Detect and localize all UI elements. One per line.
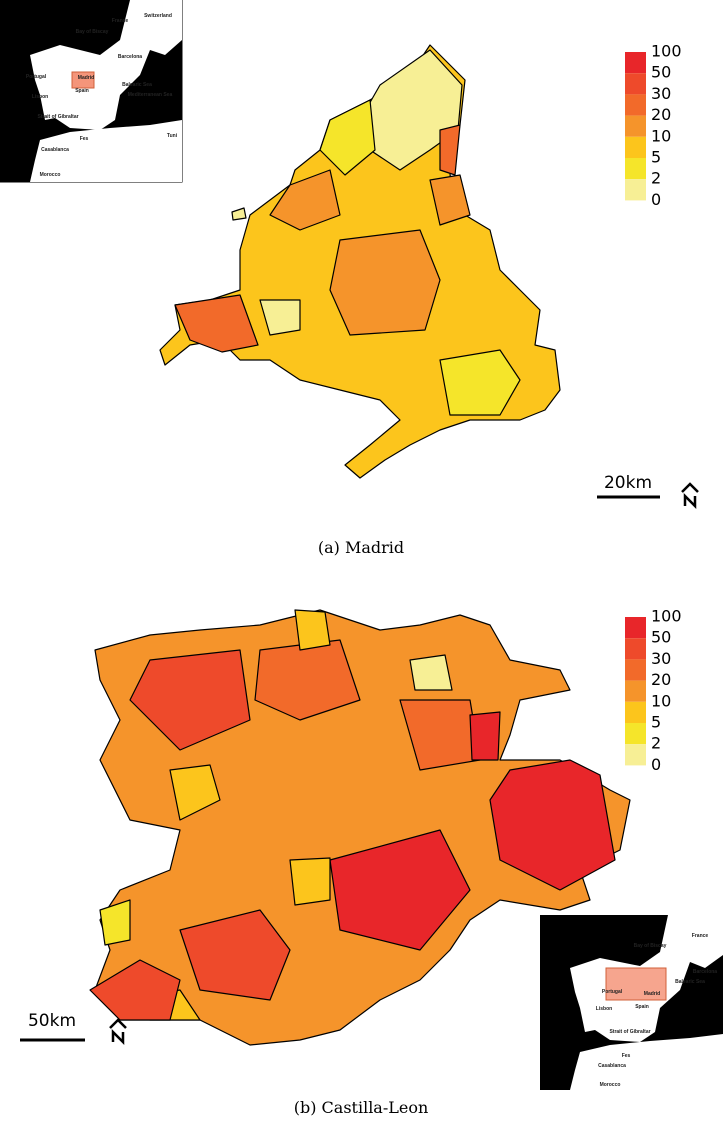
legend-swatch bbox=[625, 701, 646, 723]
legend-swatch bbox=[625, 158, 646, 180]
legend-label: 100 bbox=[651, 42, 682, 61]
legend-swatch bbox=[625, 115, 646, 137]
legend-label: 50 bbox=[651, 63, 671, 82]
inset-label: Portugal bbox=[602, 989, 623, 995]
legend-label: 0 bbox=[651, 190, 661, 209]
legend-label: 2 bbox=[651, 734, 661, 753]
inset-label: Balearic Sea bbox=[122, 82, 152, 88]
scale-label: 20km bbox=[604, 473, 652, 493]
legend-swatch bbox=[625, 94, 646, 116]
legend-swatch bbox=[625, 680, 646, 702]
inset-label: Strait of Gibraltar bbox=[609, 1029, 650, 1035]
inset-label: Spain bbox=[75, 88, 89, 94]
legend-label: 5 bbox=[651, 713, 661, 732]
inset-label: Spain bbox=[635, 1004, 649, 1010]
inset-label: Tuni bbox=[167, 133, 178, 139]
legend-label: 100 bbox=[651, 607, 682, 626]
legend-label: 0 bbox=[651, 755, 661, 774]
legend-label: 30 bbox=[651, 649, 671, 668]
north-arrow bbox=[109, 1018, 127, 1046]
inset-label: Bay of Biscay bbox=[634, 943, 667, 949]
legend-swatch bbox=[625, 744, 646, 766]
legend-swatch bbox=[625, 659, 646, 681]
inset-label: Lisbon bbox=[32, 94, 48, 100]
inset-label: Madrid bbox=[78, 75, 94, 81]
inset-label: Barcelona bbox=[693, 969, 717, 975]
inset-label: Mediterranean Sea bbox=[128, 92, 173, 98]
legend-swatch bbox=[625, 638, 646, 660]
inset-map-a bbox=[0, 0, 183, 183]
castilla-leon-map bbox=[89, 609, 631, 1046]
legend-label: 2 bbox=[651, 169, 661, 188]
caption: (a) Madrid bbox=[318, 538, 404, 557]
legend-swatch bbox=[625, 136, 646, 158]
legend-swatch bbox=[625, 52, 646, 74]
caption: (b) Castilla-Leon bbox=[294, 1098, 429, 1117]
inset-label: France bbox=[692, 933, 709, 939]
madrid-map bbox=[159, 44, 561, 479]
legend-label: 10 bbox=[651, 126, 671, 145]
inset-label: Casablanca bbox=[41, 147, 69, 153]
legend-label: 5 bbox=[651, 148, 661, 167]
scale-label: 50km bbox=[28, 1011, 76, 1031]
inset-label: Switzerland bbox=[144, 13, 172, 19]
inset-label: Bay of Biscay bbox=[76, 29, 109, 35]
north-arrow bbox=[681, 482, 699, 510]
legend-swatch bbox=[625, 617, 646, 639]
inset-label: Fes bbox=[622, 1053, 631, 1059]
inset-label: Madrid bbox=[644, 991, 660, 997]
inset-label: Balearic Sea bbox=[675, 979, 705, 985]
legend-swatch bbox=[625, 179, 646, 201]
inset-label: Fes bbox=[80, 136, 89, 142]
legend-label: 10 bbox=[651, 691, 671, 710]
legend-label: 30 bbox=[651, 84, 671, 103]
inset-map-b bbox=[540, 915, 723, 1090]
inset-label: Barcelona bbox=[118, 54, 142, 60]
inset-label: Morocco bbox=[600, 1082, 621, 1088]
legend-swatch bbox=[625, 73, 646, 95]
inset-label: Casablanca bbox=[598, 1063, 626, 1069]
inset-label: France bbox=[112, 18, 129, 24]
legend-label: 20 bbox=[651, 105, 671, 124]
legend-swatch bbox=[625, 723, 646, 745]
inset-label: Morocco bbox=[40, 172, 61, 178]
inset-label: Portugal bbox=[26, 74, 47, 80]
legend-label: 20 bbox=[651, 670, 671, 689]
inset-label: Lisbon bbox=[596, 1006, 612, 1012]
inset-label: Strait of Gibraltar bbox=[37, 114, 78, 120]
legend-label: 50 bbox=[651, 628, 671, 647]
